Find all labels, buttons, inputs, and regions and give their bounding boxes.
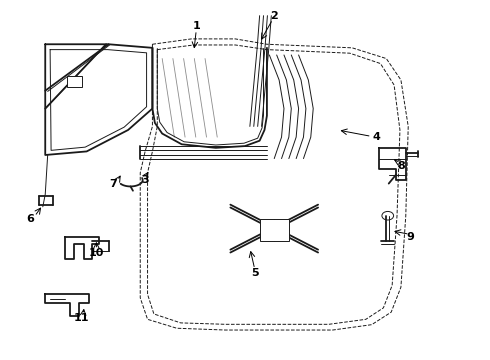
Bar	[67, 76, 82, 87]
Text: 7: 7	[110, 179, 117, 189]
Text: 1: 1	[193, 21, 200, 31]
Text: 3: 3	[141, 175, 149, 185]
Text: 4: 4	[372, 132, 381, 142]
Text: 5: 5	[251, 268, 259, 278]
Text: 6: 6	[26, 214, 35, 224]
Text: 8: 8	[397, 161, 405, 171]
Text: 2: 2	[270, 11, 278, 21]
Text: 9: 9	[407, 232, 415, 242]
Bar	[260, 219, 289, 241]
Text: 10: 10	[89, 248, 104, 258]
Text: 11: 11	[74, 312, 90, 323]
